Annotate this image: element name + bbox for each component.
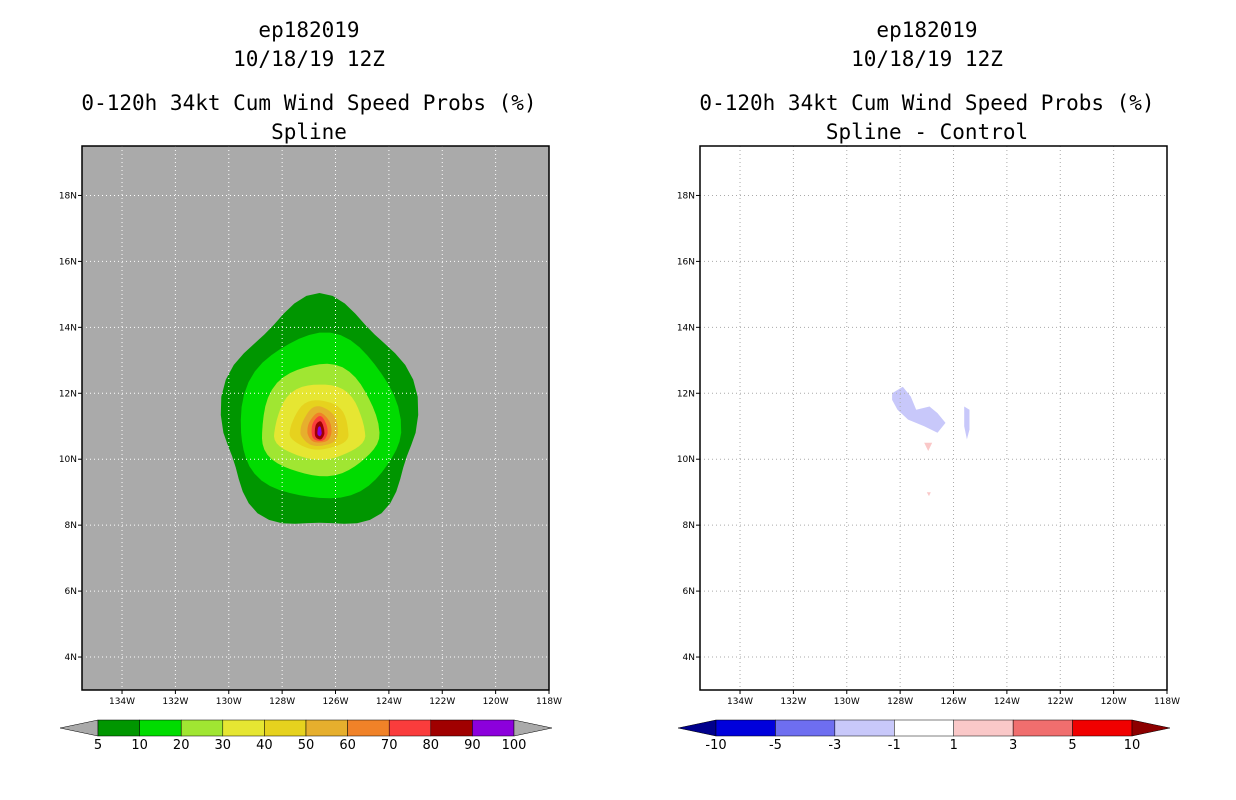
- tick-label-lat: 4N: [65, 653, 77, 663]
- colorbar-level-label: 10: [1124, 738, 1141, 753]
- tick-label-lon: 120W: [1101, 697, 1127, 707]
- tick-label-lon: 124W: [994, 697, 1020, 707]
- tick-label-lat: 18N: [59, 191, 77, 201]
- colorbar-swatch: [834, 719, 895, 737]
- colorbar-swatch: [180, 719, 224, 737]
- colorbar-over-arrow: [1131, 719, 1171, 737]
- probability-map-chart: 134W 132W 130W 128W 126W 124W 122W 120W 118W 18N 1…: [59, 145, 562, 753]
- tick-label-lon: 132W: [780, 697, 806, 707]
- panel-spline-minus-control: ep182019 10/18/19 12Z 0-120h 34kt Cum Wi…: [618, 0, 1236, 800]
- tick-label-lat: 18N: [677, 191, 695, 201]
- colorbar-swatch: [97, 719, 140, 737]
- contour-90-percent: [317, 426, 322, 437]
- colorbar-swatch: [347, 719, 390, 737]
- chart-title: 0-120h 34kt Cum Wind Speed Probs (%): [81, 91, 537, 115]
- colorbar-level-label: 30: [215, 738, 232, 753]
- colorbar-level-label: 5: [1068, 738, 1076, 753]
- storm-id-title: ep182019: [876, 18, 978, 42]
- tick-label-lon: 126W: [322, 697, 348, 707]
- panel-spline: ep182019 10/18/19 12Z 0-120h 34kt Cum Wi…: [59, 18, 562, 753]
- colorbar-swatch: [430, 719, 473, 737]
- tick-label-lat: 12N: [59, 389, 77, 399]
- colorbar-under-arrow: [59, 719, 99, 737]
- colorbar-level-label: 1: [950, 738, 958, 753]
- tick-label-lat: 8N: [65, 521, 77, 531]
- tick-label-lon: 134W: [109, 697, 135, 707]
- tick-label-lon: 130W: [834, 697, 860, 707]
- colorbar-level-label: -10: [705, 738, 726, 753]
- tick-label-lat: 8N: [683, 521, 695, 531]
- colorbar-level-label: 3: [1009, 738, 1017, 753]
- difference-area-negative: [964, 406, 970, 440]
- datetime-title: 10/18/19 12Z: [851, 47, 1003, 71]
- colorbar-swatch: [222, 719, 265, 737]
- tick-label-lat: 10N: [677, 455, 695, 465]
- tick-label-lat: 6N: [65, 587, 77, 597]
- chart-title: 0-120h 34kt Cum Wind Speed Probs (%): [699, 91, 1155, 115]
- colorbar-level-label: 90: [464, 738, 481, 753]
- colorbar-swatch: [1012, 719, 1073, 737]
- tick-label-lat: 16N: [59, 257, 77, 267]
- colorbar-level-label: 20: [173, 738, 190, 753]
- colorbar-swatch: [472, 719, 515, 737]
- colorbar-swatch: [305, 719, 348, 737]
- chart-subtitle: Spline - Control: [825, 120, 1029, 144]
- tick-label-lon: 134W: [727, 697, 753, 707]
- tick-label-lon: 122W: [1047, 697, 1073, 707]
- tick-label-lon: 118W: [1154, 697, 1180, 707]
- difference-area-negative: [892, 386, 946, 433]
- map-frame: [699, 145, 1168, 691]
- tick-label-lon: 128W: [887, 697, 913, 707]
- storm-id-title: ep182019: [258, 18, 360, 42]
- tick-label-lon: 120W: [483, 697, 509, 707]
- tick-label-lat: 14N: [59, 323, 77, 333]
- tick-label-lon: 126W: [940, 697, 966, 707]
- tick-label-lat: 4N: [683, 653, 695, 663]
- colorbar-level-label: -5: [769, 738, 782, 753]
- tick-label-lat: 6N: [683, 587, 695, 597]
- colorbar-swatch: [388, 719, 432, 737]
- tick-label-lat: 12N: [677, 389, 695, 399]
- colorbar-level-label: 5: [94, 738, 102, 753]
- map-frame: [81, 145, 550, 691]
- tick-label-lon: 128W: [269, 697, 295, 707]
- colorbar-swatch: [715, 719, 776, 737]
- tick-label-lat: 10N: [59, 455, 77, 465]
- tick-label-lon: 118W: [536, 697, 562, 707]
- colorbar-swatch: [953, 719, 1014, 737]
- colorbar-level-label: 100: [502, 738, 527, 753]
- tick-label-lon: 132W: [162, 697, 188, 707]
- colorbar-swatch: [894, 719, 954, 737]
- colorbar-under-arrow: [677, 719, 717, 737]
- colorbar-level-label: -3: [828, 738, 841, 753]
- colorbar-level-label: -1: [888, 738, 901, 753]
- colorbar-swatch: [775, 719, 836, 737]
- colorbar-level-label: 70: [381, 738, 398, 753]
- difference-map-chart: 134W 132W 130W 128W 126W 124W 122W 120W 118W18N1…: [677, 145, 1180, 753]
- difference-area-positive: [924, 442, 933, 451]
- tick-label-lat: 16N: [677, 257, 695, 267]
- tick-label-lon: 124W: [376, 697, 402, 707]
- colorbar-level-label: 40: [256, 738, 273, 753]
- colorbar-swatch: [1072, 719, 1133, 737]
- colorbar-level-label: 60: [339, 738, 356, 753]
- colorbar-level-label: 50: [298, 738, 315, 753]
- colorbar-swatch: [139, 719, 182, 737]
- colorbar-level-label: 10: [131, 738, 148, 753]
- colorbar-over-arrow: [513, 719, 553, 737]
- datetime-title: 10/18/19 12Z: [233, 47, 385, 71]
- tick-label-lon: 122W: [429, 697, 455, 707]
- tick-label-lon: 130W: [216, 697, 242, 707]
- tick-label-lat: 14N: [677, 323, 695, 333]
- difference-area-positive: [926, 492, 931, 497]
- colorbar-level-label: 80: [423, 738, 440, 753]
- colorbar-swatch: [264, 719, 307, 737]
- chart-subtitle: Spline: [271, 120, 347, 144]
